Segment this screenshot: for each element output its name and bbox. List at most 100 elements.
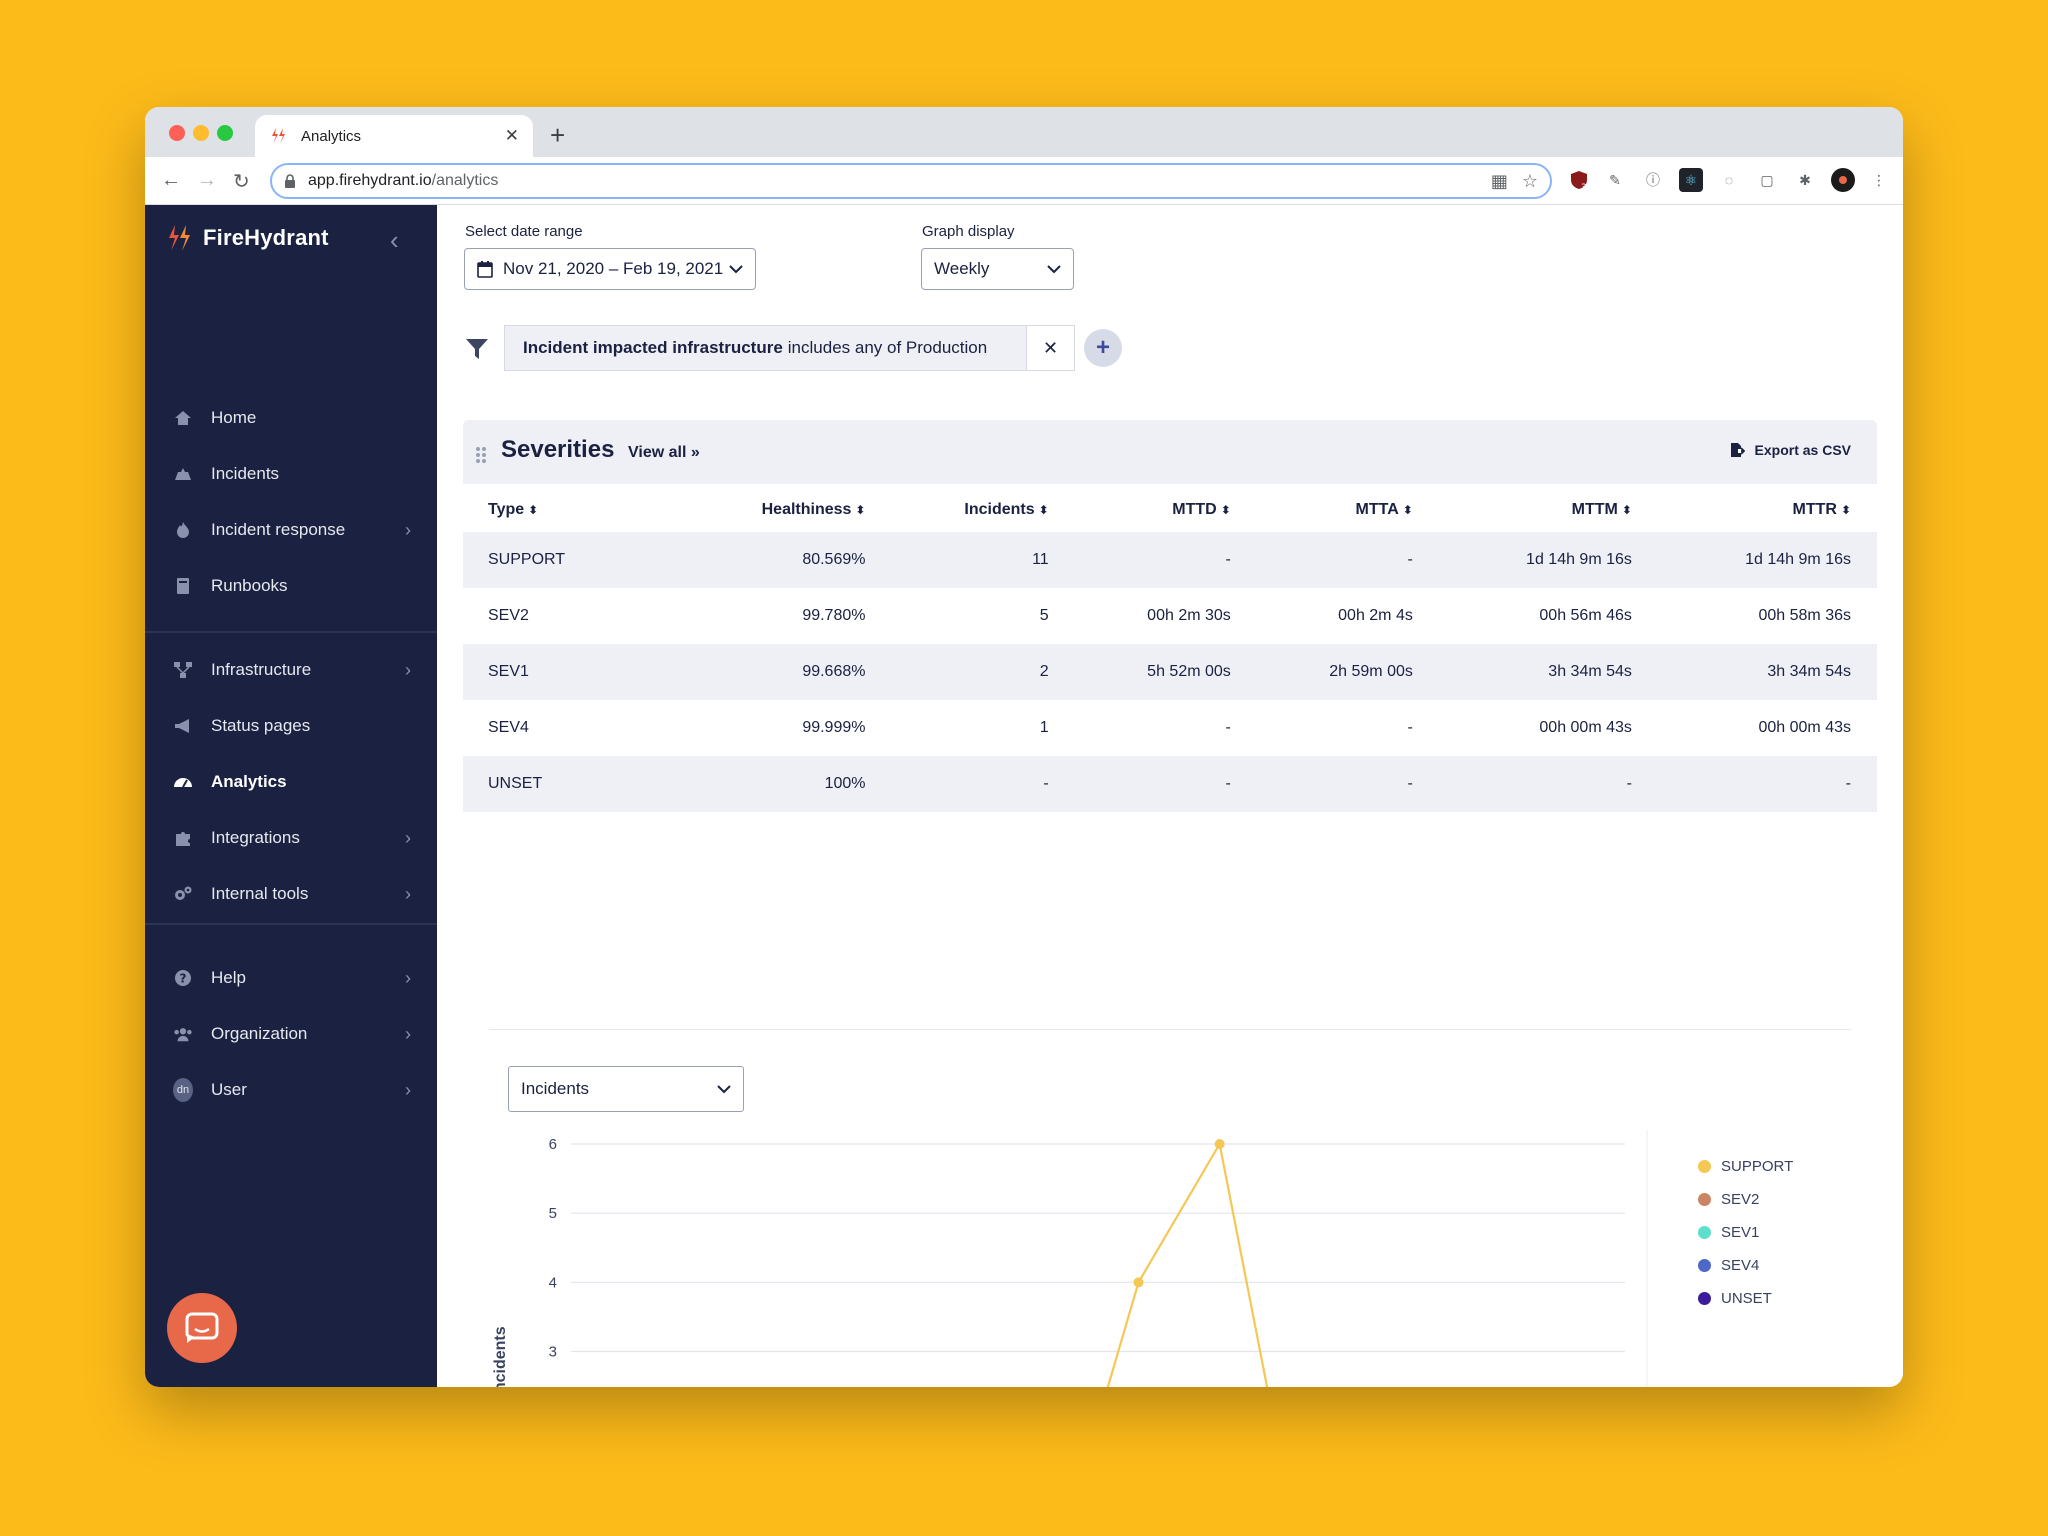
- close-window-button[interactable]: [169, 125, 185, 141]
- url-text: app.firehydrant.io/analytics: [308, 172, 1477, 190]
- column-header-label: MTTM: [1571, 501, 1618, 518]
- puzzle-extensions-icon[interactable]: ✱: [1799, 171, 1811, 188]
- sidebar-item-runbooks[interactable]: Runbooks: [145, 558, 437, 614]
- y-tick-label: 3: [549, 1344, 557, 1361]
- sidebar-item-status-pages[interactable]: Status pages: [145, 698, 437, 754]
- column-header-healthiness[interactable]: Healthiness ⬍: [676, 488, 892, 532]
- new-tab-icon[interactable]: +: [550, 120, 566, 150]
- main-content: Select date range Nov 21, 2020 – Feb 19,…: [437, 205, 1903, 1387]
- sidebar-item-home[interactable]: Home: [145, 390, 437, 446]
- translate-icon[interactable]: ▦: [1490, 170, 1508, 191]
- drag-handle-icon[interactable]: [475, 446, 487, 464]
- sidebar-item-user[interactable]: dn User ›: [145, 1062, 437, 1118]
- password-extension-icon[interactable]: ⓘ: [1646, 172, 1660, 188]
- y-tick-label: 6: [549, 1136, 557, 1153]
- sidebar-divider: [145, 923, 437, 925]
- reload-icon[interactable]: ↻: [233, 171, 250, 193]
- table-cell: -: [1074, 756, 1257, 812]
- tab-bar: Analytics ✕ +: [145, 107, 1903, 157]
- metric-select[interactable]: Incidents: [508, 1066, 744, 1112]
- table-cell: 00h 00m 43s: [1539, 719, 1632, 736]
- puzzle-icon: [173, 828, 193, 848]
- chevron-right-icon: ›: [405, 1023, 411, 1044]
- profile-avatar-icon[interactable]: [1831, 168, 1855, 192]
- legend-item-unset[interactable]: UNSET: [1698, 1282, 1793, 1315]
- table-cell: 1: [1039, 719, 1049, 736]
- column-header-label: MTTR: [1792, 501, 1837, 518]
- view-all-link[interactable]: View all »: [628, 444, 700, 462]
- table-row[interactable]: SUPPORT 80.569% 11 - - 1d 14h 9m 16s 1d …: [463, 532, 1877, 588]
- maximize-window-button[interactable]: [217, 125, 233, 141]
- table-cell: 1d 14h 9m 16s: [1438, 532, 1658, 588]
- table-row[interactable]: SEV4 99.999% 1 - - 00h 00m 43s 00h 00m 4…: [463, 700, 1877, 756]
- column-header-label: Type: [488, 501, 525, 518]
- collapse-sidebar-icon[interactable]: ‹: [390, 225, 399, 255]
- table-cell: -: [1074, 532, 1257, 588]
- table-row[interactable]: SEV2 99.780% 5 00h 2m 30s 00h 2m 4s 00h …: [463, 588, 1877, 644]
- table-cell: 3h 34m 54s: [1657, 644, 1877, 700]
- add-filter-button[interactable]: +: [1084, 329, 1122, 367]
- graph-display-select[interactable]: Weekly: [921, 248, 1074, 290]
- tab-close-icon[interactable]: ✕: [504, 126, 519, 145]
- column-header-mttr[interactable]: MTTR ⬍: [1658, 488, 1877, 532]
- extension-c-icon[interactable]: ▢: [1760, 171, 1774, 188]
- table-row[interactable]: SEV1 99.668% 2 5h 52m 00s 2h 59m 00s 3h …: [463, 644, 1877, 700]
- legend-label: SEV1: [1721, 1224, 1760, 1241]
- sidebar-item-infrastructure[interactable]: Infrastructure ›: [145, 642, 437, 698]
- sidebar-item-help[interactable]: ? Help ›: [145, 950, 437, 1006]
- more-menu-icon[interactable]: ⋮: [1872, 171, 1886, 188]
- megaphone-icon: [173, 716, 193, 736]
- legend-item-sev1[interactable]: SEV1: [1698, 1216, 1793, 1249]
- legend-label: SEV4: [1721, 1257, 1760, 1274]
- legend-item-support[interactable]: SUPPORT: [1698, 1150, 1793, 1183]
- gears-icon: [173, 884, 193, 904]
- sidebar-item-organization[interactable]: Organization ›: [145, 1006, 437, 1062]
- sidebar-item-analytics[interactable]: Analytics: [145, 754, 437, 810]
- y-axis-label: Incidents: [492, 1326, 509, 1387]
- table-cell: UNSET: [463, 756, 676, 812]
- chat-support-button[interactable]: [167, 1293, 237, 1363]
- sort-icon: ⬍: [1621, 503, 1632, 517]
- browser-tab[interactable]: Analytics ✕: [255, 115, 533, 157]
- react-devtools-icon[interactable]: ⚛: [1679, 168, 1703, 192]
- table-cell: 00h 00m 43s: [1758, 719, 1851, 736]
- back-icon[interactable]: ←: [161, 169, 181, 191]
- sidebar-item-incident-response[interactable]: Incident response ›: [145, 502, 437, 558]
- eyedropper-extension-icon[interactable]: ✎: [1609, 171, 1621, 188]
- table-row[interactable]: UNSET 100% - - - - -: [463, 756, 1877, 812]
- forward-icon[interactable]: →: [197, 169, 217, 191]
- date-range-picker[interactable]: Nov 21, 2020 – Feb 19, 2021: [464, 248, 756, 290]
- legend-swatch: [1698, 1226, 1711, 1239]
- minimize-window-button[interactable]: [193, 125, 209, 141]
- sidebar-item-incidents[interactable]: Incidents: [145, 446, 437, 502]
- legend-item-sev4[interactable]: SEV4: [1698, 1249, 1793, 1282]
- ublock-extension-icon[interactable]: 3: [1567, 168, 1591, 192]
- table-cell: 99.999%: [802, 719, 866, 736]
- table-cell: -: [1657, 756, 1877, 812]
- legend-swatch: [1698, 1259, 1711, 1272]
- column-header-mttm[interactable]: MTTM ⬍: [1439, 488, 1658, 532]
- tab-title: Analytics: [301, 127, 362, 145]
- brand-logo[interactable]: FireHydrant: [165, 223, 329, 253]
- column-header-incidents[interactable]: Incidents ⬍: [891, 488, 1074, 532]
- filter-chip[interactable]: Incident impacted infrastructure include…: [504, 325, 1027, 371]
- sidebar-item-integrations[interactable]: Integrations ›: [145, 810, 437, 866]
- column-header-type[interactable]: Type ⬍: [463, 488, 676, 532]
- column-header-label: MTTD: [1172, 501, 1217, 518]
- file-export-icon: [1730, 443, 1745, 457]
- chevron-right-icon: ›: [405, 1079, 411, 1100]
- column-header-mttd[interactable]: MTTD ⬍: [1075, 488, 1257, 532]
- remove-filter-button[interactable]: ✕: [1027, 325, 1075, 371]
- extension-circle-icon[interactable]: ◌: [1724, 172, 1734, 188]
- address-bar[interactable]: app.firehydrant.io/analytics ▦ ☆: [270, 163, 1552, 199]
- export-csv-button[interactable]: Export as CSV: [1729, 442, 1851, 458]
- date-range-label: Select date range: [465, 223, 583, 240]
- y-tick-label: 4: [549, 1274, 557, 1291]
- sidebar-item-internal-tools[interactable]: Internal tools ›: [145, 866, 437, 922]
- bookmark-star-icon[interactable]: ☆: [1521, 170, 1538, 191]
- column-header-mtta[interactable]: MTTA ⬍: [1257, 488, 1439, 532]
- chevron-down-icon: [717, 1084, 731, 1093]
- legend-item-sev2[interactable]: SEV2: [1698, 1183, 1793, 1216]
- table-cell: 5: [1039, 607, 1049, 624]
- table-cell: SEV4: [488, 719, 529, 736]
